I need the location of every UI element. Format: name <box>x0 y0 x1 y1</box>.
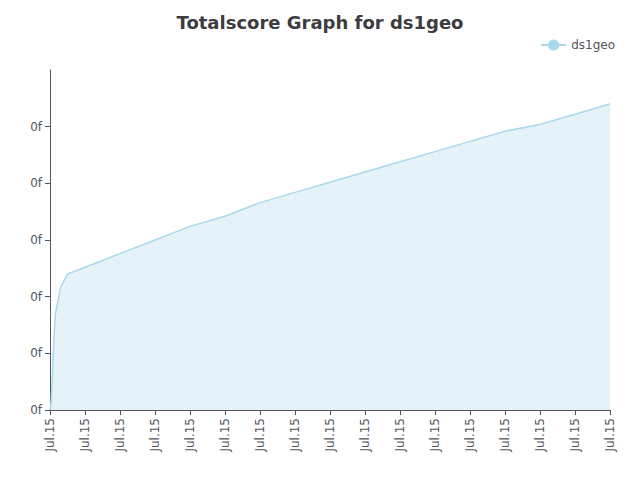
svg-text:ds1geo: ds1geo <box>571 38 615 52</box>
svg-text:Jul.15: Jul.15 <box>78 418 92 453</box>
svg-text:Jul.15: Jul.15 <box>358 418 372 453</box>
svg-text:0f: 0f <box>30 233 43 247</box>
svg-text:Jul.15: Jul.15 <box>323 418 337 453</box>
svg-text:0f: 0f <box>30 176 43 190</box>
svg-text:0f: 0f <box>30 120 43 134</box>
svg-text:Jul.15: Jul.15 <box>463 418 477 453</box>
svg-text:Jul.15: Jul.15 <box>393 418 407 453</box>
svg-text:Jul.15: Jul.15 <box>498 418 512 453</box>
svg-text:Jul.15: Jul.15 <box>253 418 267 453</box>
svg-text:Jul.15: Jul.15 <box>533 418 547 453</box>
svg-text:Jul.15: Jul.15 <box>113 418 127 453</box>
svg-text:0f: 0f <box>30 290 43 304</box>
svg-text:Jul.15: Jul.15 <box>148 418 162 453</box>
svg-text:Jul.15: Jul.15 <box>218 418 232 453</box>
svg-text:Jul.15: Jul.15 <box>603 418 617 453</box>
svg-text:0f: 0f <box>30 346 43 360</box>
svg-text:0f: 0f <box>30 403 43 417</box>
svg-text:Jul.15: Jul.15 <box>568 418 582 453</box>
svg-text:Jul.15: Jul.15 <box>43 418 57 453</box>
svg-text:Jul.15: Jul.15 <box>428 418 442 453</box>
svg-text:Totalscore Graph for ds1geo: Totalscore Graph for ds1geo <box>177 12 464 33</box>
svg-text:Jul.15: Jul.15 <box>288 418 302 453</box>
svg-text:Jul.15: Jul.15 <box>183 418 197 453</box>
